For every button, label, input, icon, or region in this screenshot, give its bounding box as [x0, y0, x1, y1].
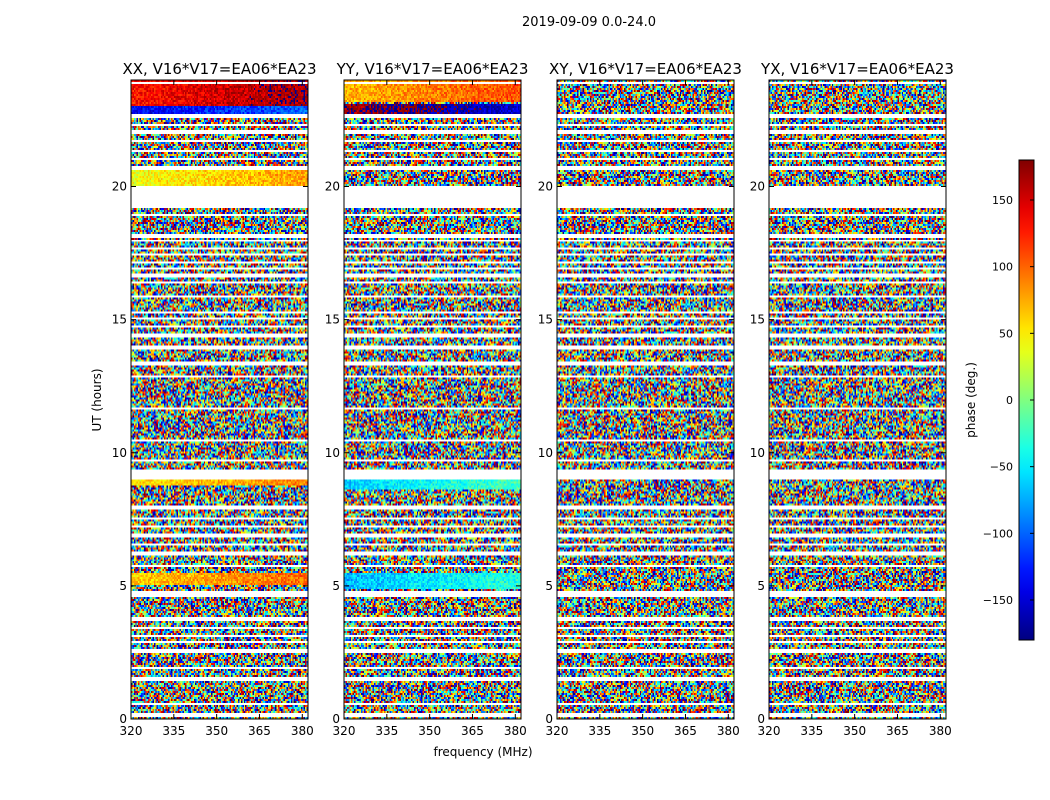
colorbar-tick-label: 0 — [1006, 394, 1013, 407]
heatmap-image — [344, 80, 521, 719]
panel-frame — [130, 79, 309, 720]
y-tick-label: 0 — [119, 712, 127, 726]
y-tick-label: 15 — [750, 313, 765, 327]
panel-frame — [343, 79, 522, 720]
x-tick-label: 380 — [717, 724, 740, 738]
panel-yy: YY, V16*V17=EA06*EA23 320 335 350 365 380 0 5 10… — [325, 60, 529, 738]
y-tick-label: 10 — [325, 446, 340, 460]
colorbar-tick-label: −50 — [990, 461, 1013, 474]
panel-frame — [768, 79, 947, 720]
panel-frame — [556, 79, 735, 720]
y-tick-label: 0 — [757, 712, 765, 726]
y-tick-label: 0 — [332, 712, 340, 726]
heatmap-image — [769, 80, 946, 719]
colorbar-tick-label: −100 — [983, 527, 1013, 540]
x-tick-label: 335 — [588, 724, 611, 738]
y-tick-label: 10 — [538, 446, 553, 460]
panel-title: XY, V16*V17=EA06*EA23 — [549, 60, 742, 78]
panels-group: XX, V16*V17=EA06*EA23 320 335 350 365 380 0 5 10… — [112, 60, 954, 738]
x-tick-label: 350 — [205, 724, 228, 738]
panel-title: YY, V16*V17=EA06*EA23 — [336, 60, 529, 78]
y-tick-label: 10 — [750, 446, 765, 460]
heatmap-image — [557, 80, 734, 719]
figure-title: 2019-09-09 0.0-24.0 — [522, 15, 656, 30]
panel-yx: YX, V16*V17=EA06*EA23 320 335 350 365 380 0 5 10… — [750, 60, 954, 738]
panel-title: XX, V16*V17=EA06*EA23 — [122, 60, 316, 78]
x-tick-label: 320 — [546, 724, 569, 738]
y-tick-label: 0 — [545, 712, 553, 726]
x-tick-label: 365 — [461, 724, 484, 738]
colorbar-tick-label: 150 — [992, 194, 1013, 207]
colorbar-tick-label: −150 — [983, 594, 1013, 607]
y-tick-label: 15 — [325, 313, 340, 327]
panel-title: YX, V16*V17=EA06*EA23 — [760, 60, 954, 78]
colorbar-tick-label: 50 — [999, 327, 1013, 340]
x-axis-label: frequency (MHz) — [433, 745, 532, 759]
y-tick-label: 15 — [538, 313, 553, 327]
x-tick-label: 365 — [886, 724, 909, 738]
x-tick-label: 380 — [291, 724, 314, 738]
y-axis-label: UT (hours) — [90, 368, 104, 431]
y-tick-label: 10 — [112, 446, 127, 460]
x-tick-label: 350 — [843, 724, 866, 738]
x-tick-label: 350 — [631, 724, 654, 738]
y-tick-label: 5 — [332, 579, 340, 593]
x-tick-label: 380 — [504, 724, 527, 738]
y-tick-label: 20 — [325, 180, 340, 194]
x-tick-label: 320 — [758, 724, 781, 738]
heatmap-image — [131, 80, 308, 719]
y-tick-label: 5 — [757, 579, 765, 593]
colorbar-tick-label: 100 — [992, 261, 1013, 274]
y-tick-label: 20 — [750, 180, 765, 194]
y-tick-label: 5 — [545, 579, 553, 593]
colorbar-label: phase (deg.) — [964, 362, 978, 438]
y-tick-label: 5 — [119, 579, 127, 593]
x-tick-label: 320 — [120, 724, 143, 738]
y-tick-label: 20 — [112, 180, 127, 194]
x-tick-label: 320 — [333, 724, 356, 738]
x-tick-label: 380 — [929, 724, 952, 738]
x-tick-label: 335 — [162, 724, 185, 738]
x-tick-label: 365 — [674, 724, 697, 738]
panel-xx: XX, V16*V17=EA06*EA23 320 335 350 365 380 0 5 10… — [112, 60, 317, 738]
y-tick-label: 20 — [538, 180, 553, 194]
y-tick-label: 15 — [112, 313, 127, 327]
x-tick-label: 350 — [418, 724, 441, 738]
panel-xy: XY, V16*V17=EA06*EA23 320 335 350 365 380 0 5 10… — [538, 60, 742, 738]
x-tick-label: 335 — [375, 724, 398, 738]
colorbar: −150 −100 −50 0 50 100 150 — [983, 159, 1035, 641]
x-tick-label: 335 — [800, 724, 823, 738]
x-tick-label: 365 — [248, 724, 271, 738]
